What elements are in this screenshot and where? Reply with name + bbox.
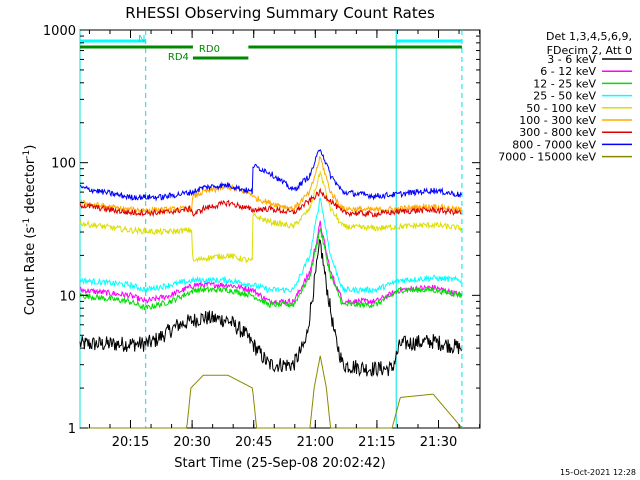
rd0-label: RD0 (199, 44, 220, 55)
series-layer (79, 148, 462, 429)
y-tick-label: 100 (51, 157, 76, 172)
series-line-5 (79, 156, 462, 215)
annotation-layer: N RD0 RD4 (79, 30, 463, 428)
x-tick-label: 21:30 (420, 435, 457, 450)
x-tick-label: 21:00 (297, 435, 334, 450)
x-axis-label: Start Time (25-Sep-08 20:02:42) (174, 456, 385, 471)
legend-entry-label: 7000 - 15000 keV (498, 151, 596, 164)
legend-entry-label: 25 - 50 keV (533, 90, 596, 103)
y-axis-label-main: Count Rate (s (23, 227, 38, 316)
y-tick-label: 10 (59, 289, 76, 304)
series-line-3 (79, 197, 462, 295)
legend-entry-label: 100 - 300 keV (519, 114, 596, 127)
y-axis-label-end: ) (23, 145, 38, 150)
x-tick-label: 20:30 (173, 435, 210, 450)
y-tick-label: 1 (68, 422, 76, 437)
y-axis-label: Count Rate (s-1 detector-1) (22, 145, 38, 316)
y-tick-label: 1000 (43, 24, 76, 39)
legend-entry-label: 300 - 800 keV (519, 126, 596, 139)
y-axis-label-mid: detector (23, 158, 38, 218)
y-axis-label-sup2: -1 (22, 150, 32, 159)
series-line-7 (79, 148, 462, 202)
x-tick-label: 20:45 (235, 435, 272, 450)
series-line-0 (79, 239, 462, 378)
series-line-2 (79, 227, 462, 311)
series-line-4 (79, 170, 462, 264)
legend-entry-label: 50 - 100 keV (526, 102, 596, 115)
y-axis-label-sup1: -1 (22, 218, 32, 227)
legend-header-line: Det 1,3,4,5,6,9, (546, 30, 632, 43)
series-line-8 (80, 355, 462, 429)
series-line-6 (79, 187, 462, 218)
legend-entry-label: 3 - 6 keV (547, 53, 596, 66)
chart-title: RHESSI Observing Summary Count Rates (125, 4, 435, 22)
legend: Det 1,3,4,5,6,9,FDecim 2, Att 03 - 6 keV… (498, 30, 632, 164)
legend-entry-label: 6 - 12 keV (540, 65, 596, 78)
night-label: N (138, 34, 145, 45)
legend-entry-label: 800 - 7000 keV (512, 138, 596, 151)
x-tick-label: 20:15 (112, 435, 149, 450)
plot-frame (79, 29, 481, 429)
rd4-label: RD4 (168, 52, 189, 63)
x-axis: 20:15 20:30 20:45 21:00 21:15 21:30 (88, 30, 481, 450)
x-tick-label: 21:15 (358, 435, 395, 450)
timestamp: 15-Oct-2021 12:28 (560, 468, 636, 477)
legend-entry-label: 12 - 25 keV (533, 77, 596, 90)
legend-header-line: FDecim 2, Att 0 (547, 44, 632, 57)
y-axis: 1 10 100 1000 (43, 24, 480, 437)
